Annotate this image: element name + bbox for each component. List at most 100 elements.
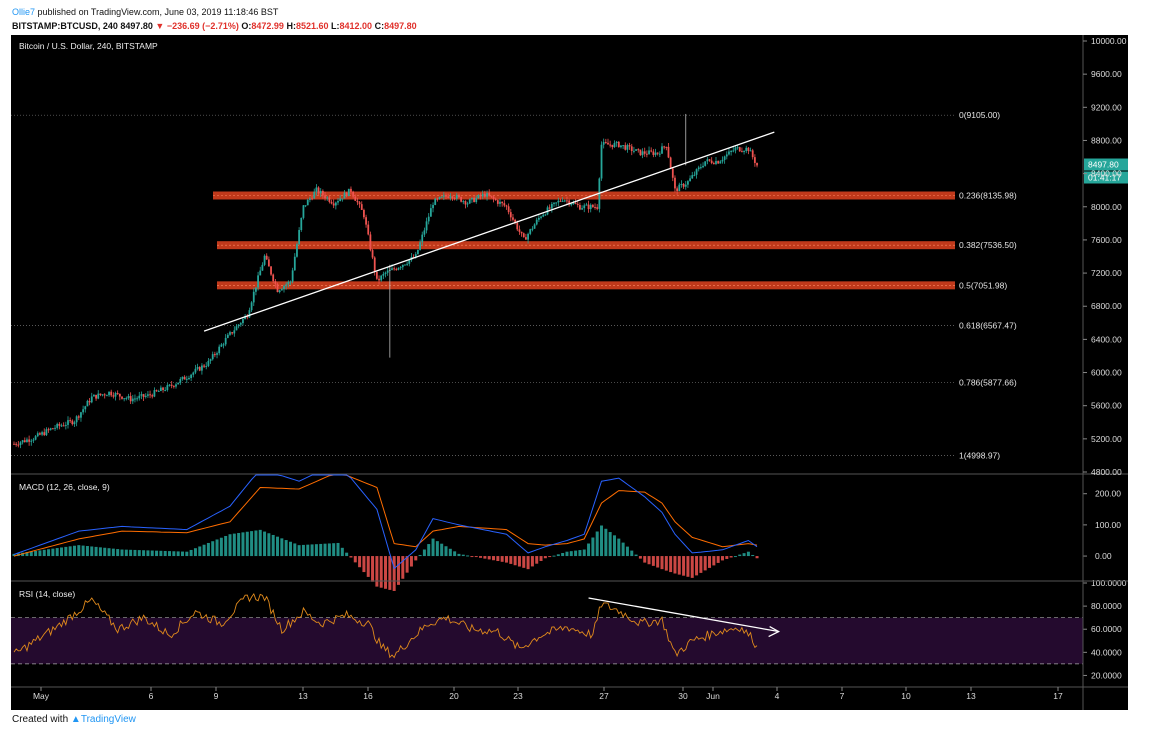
- candle-body: [201, 365, 203, 371]
- time-tick-label: 4: [775, 691, 780, 701]
- macd-histogram-bar: [120, 549, 124, 557]
- macd-histogram-bar: [314, 544, 318, 557]
- macd-histogram-bar: [539, 556, 543, 561]
- candle-body: [99, 393, 102, 395]
- price-tick-label: 4800.00: [1091, 467, 1122, 477]
- macd-histogram-bar: [228, 534, 232, 557]
- price-pane-title: Bitcoin / U.S. Dollar, 240, BITSTAMP: [19, 41, 158, 51]
- candle-body: [147, 394, 149, 396]
- candle-body: [26, 439, 28, 443]
- candle-body: [553, 202, 555, 204]
- macd-histogram-bar: [695, 556, 699, 576]
- close-value: 8497.80: [384, 21, 417, 31]
- candle-body: [13, 443, 15, 445]
- time-tick-label: 13: [966, 691, 976, 701]
- candle-body: [291, 270, 294, 282]
- candle-body: [728, 151, 730, 155]
- candle-body: [334, 202, 337, 206]
- candle-body: [84, 406, 87, 410]
- macd-histogram-bar: [362, 556, 366, 573]
- tradingview-logo-icon[interactable]: ▲: [70, 714, 81, 725]
- candle-body: [749, 150, 752, 152]
- candle-body: [255, 287, 257, 292]
- candle-body: [164, 390, 167, 392]
- candle-body: [248, 310, 251, 318]
- author-name[interactable]: Ollie7: [12, 7, 36, 17]
- chart-canvas[interactable]: 0(9105.00) 0.236(8135.98) 0.382(7536.50) 0.…: [11, 35, 1128, 710]
- candle-body: [39, 433, 41, 435]
- candle-body: [321, 190, 324, 196]
- candle-body: [516, 222, 519, 230]
- macd-histogram-bar: [461, 554, 465, 557]
- fib-label: 0.382(7536.50): [959, 240, 1017, 250]
- candle-body: [231, 332, 234, 334]
- macd-histogram-bar: [29, 551, 33, 557]
- arrow-head-icon: [768, 625, 781, 638]
- candle-body: [719, 161, 722, 164]
- candle-body: [88, 400, 91, 403]
- candle-body: [745, 147, 748, 152]
- high-label: H:: [286, 21, 296, 31]
- candle-body: [520, 231, 523, 234]
- candle-body: [71, 420, 74, 425]
- candle-body: [544, 214, 547, 216]
- candle-body: [179, 379, 182, 383]
- candle-body: [717, 161, 720, 164]
- price-tick-label: 5200.00: [1091, 434, 1122, 444]
- candle-body: [503, 203, 506, 206]
- candle-body: [756, 162, 758, 166]
- candle-body: [95, 394, 97, 399]
- time-tick-label: 23: [513, 691, 523, 701]
- candle-body: [574, 202, 577, 204]
- candle-body: [736, 147, 739, 149]
- price-tick-label: 8000.00: [1091, 202, 1122, 212]
- macd-histogram-bar: [81, 545, 85, 557]
- candle-body: [494, 198, 497, 201]
- candle-body: [285, 284, 288, 287]
- candle-body: [220, 344, 223, 347]
- created-with-text: Created with: [12, 714, 69, 725]
- candle-body: [190, 374, 193, 379]
- macd-histogram-bar: [98, 547, 102, 557]
- candle-body: [324, 195, 326, 199]
- candle-body: [466, 203, 469, 205]
- candle-body: [723, 156, 726, 160]
- candle-body: [514, 219, 517, 223]
- candle-body: [306, 199, 309, 206]
- tradingview-brand[interactable]: TradingView: [80, 714, 136, 725]
- divergence-arrow: [588, 597, 779, 633]
- macd-histogram-bar: [51, 548, 55, 557]
- time-tick-label: May: [33, 691, 50, 701]
- candle-body: [501, 201, 504, 204]
- candle-body: [689, 178, 691, 182]
- macd-histogram-bar: [526, 556, 530, 570]
- last-price-badge: [1084, 158, 1128, 171]
- candle-body: [633, 150, 635, 152]
- candle-body: [419, 242, 421, 250]
- macd-tick-label: 100.00: [1095, 520, 1121, 530]
- low-label: L:: [331, 21, 340, 31]
- candle-body: [417, 249, 419, 255]
- macd-histogram-bar: [479, 556, 483, 558]
- macd-histogram-bar: [409, 556, 413, 567]
- chart-frame[interactable]: 0(9105.00) 0.236(8135.98) 0.382(7536.50) 0.…: [11, 35, 1128, 710]
- macd-histogram-bar: [224, 535, 228, 557]
- candle-body: [280, 289, 283, 291]
- macd-histogram-bar: [392, 556, 396, 591]
- candle-body: [604, 142, 607, 144]
- macd-histogram-bar: [345, 552, 349, 557]
- macd-histogram-bar: [509, 556, 513, 564]
- open-label: O:: [241, 21, 252, 31]
- candle-body: [218, 346, 221, 354]
- macd-line: [13, 474, 758, 570]
- time-tick-label: 7: [840, 691, 845, 701]
- candle-body: [51, 428, 54, 430]
- macd-histogram-bar: [68, 546, 72, 557]
- macd-histogram-bar: [25, 552, 29, 557]
- candle-body: [101, 394, 104, 396]
- symbol-label: BITSTAMP:BTCUSD, 240: [12, 21, 118, 31]
- macd-histogram-bar: [725, 556, 729, 559]
- candle-body: [607, 142, 609, 145]
- candle-body: [721, 159, 724, 162]
- candle-body: [86, 400, 89, 407]
